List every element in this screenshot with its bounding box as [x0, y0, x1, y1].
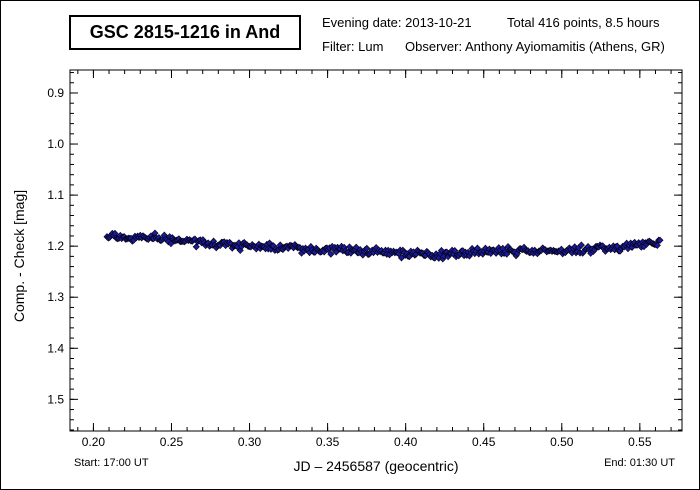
data-point	[473, 244, 481, 252]
y-tick-label: 1.1	[47, 188, 64, 202]
x-axis: 0.20 0.25 0.30 0.35 0.40 0.45 0.50 0.55	[77, 70, 672, 449]
x-tick-label: 0.25	[160, 435, 184, 449]
data-point	[363, 244, 371, 252]
data-point	[577, 241, 585, 249]
y-axis-title: Comp. - Check [mag]	[11, 190, 27, 322]
data-points	[103, 229, 664, 263]
filter-info: Filter: Lum	[322, 39, 384, 54]
total-points: Total 416 points, 8.5 hours	[507, 15, 660, 30]
data-point	[192, 243, 200, 251]
y-tick-label: 1.3	[47, 290, 64, 304]
end-time: End: 01:30 UT	[604, 457, 675, 469]
y-tick-label: 0.9	[47, 86, 64, 100]
chart-title: GSC 2815-1216 in And	[89, 22, 281, 42]
y-tick-label: 1.0	[47, 137, 64, 151]
evening-date: Evening date: 2013-10-21	[322, 15, 472, 30]
x-tick-label: 0.30	[238, 435, 262, 449]
x-tick-label: 0.40	[394, 435, 418, 449]
x-tick-label: 0.50	[550, 435, 574, 449]
data-point	[451, 247, 459, 255]
x-axis-title: JD – 2456587 (geocentric)	[294, 458, 459, 474]
observer-info: Observer: Anthony Ayiomamitis (Athens, G…	[405, 39, 665, 54]
x-tick-label: 0.55	[628, 435, 652, 449]
start-time: Start: 17:00 UT	[74, 457, 149, 469]
data-point	[327, 250, 335, 258]
y-tick-label: 1.4	[47, 341, 64, 355]
plot-area	[69, 69, 683, 432]
y-axis: 0.9 1.0 1.1 1.2 1.3 1.4 1.5	[47, 72, 682, 431]
data-point	[653, 241, 661, 249]
y-tick-label: 1.5	[47, 392, 64, 406]
x-tick-label: 0.20	[82, 435, 106, 449]
y-tick-label: 1.2	[47, 239, 64, 253]
chart-title-box: GSC 2815-1216 in And	[69, 15, 301, 50]
x-tick-label: 0.45	[472, 435, 496, 449]
data-point	[503, 250, 511, 258]
x-tick-label: 0.35	[316, 435, 340, 449]
data-point	[656, 236, 664, 244]
